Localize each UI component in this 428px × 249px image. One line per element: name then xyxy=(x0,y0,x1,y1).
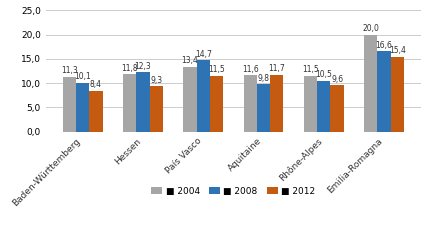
Bar xyxy=(196,60,210,131)
Bar xyxy=(304,76,317,131)
Text: 13,4: 13,4 xyxy=(181,56,199,65)
Text: 20,0: 20,0 xyxy=(363,24,379,33)
Text: 11,7: 11,7 xyxy=(268,64,285,73)
Text: 14,7: 14,7 xyxy=(195,50,212,59)
Text: 10,1: 10,1 xyxy=(74,72,91,81)
Bar xyxy=(123,74,136,131)
Bar xyxy=(244,75,257,131)
Text: 11,6: 11,6 xyxy=(242,65,259,74)
Bar xyxy=(364,35,377,131)
Bar xyxy=(377,51,391,131)
Bar xyxy=(330,85,344,131)
Text: 9,6: 9,6 xyxy=(331,75,343,84)
Text: 12,3: 12,3 xyxy=(134,62,152,70)
Bar xyxy=(76,83,89,131)
Bar xyxy=(270,75,283,131)
Text: 16,6: 16,6 xyxy=(376,41,392,50)
Bar xyxy=(149,86,163,131)
Text: 8,4: 8,4 xyxy=(90,80,102,89)
Bar xyxy=(257,84,270,131)
Text: 11,8: 11,8 xyxy=(122,64,138,73)
Text: 9,3: 9,3 xyxy=(150,76,162,85)
Text: 11,5: 11,5 xyxy=(208,65,225,74)
Bar xyxy=(317,81,330,131)
Bar xyxy=(391,57,404,131)
Bar xyxy=(210,76,223,131)
Bar xyxy=(136,72,149,131)
Bar xyxy=(89,91,103,131)
Bar xyxy=(63,77,76,131)
Text: 9,8: 9,8 xyxy=(258,74,270,83)
Text: 11,5: 11,5 xyxy=(302,65,319,74)
Text: 10,5: 10,5 xyxy=(315,70,332,79)
Text: 15,4: 15,4 xyxy=(389,47,406,56)
Legend: ■ 2004, ■ 2008, ■ 2012: ■ 2004, ■ 2008, ■ 2012 xyxy=(148,184,319,200)
Text: 11,3: 11,3 xyxy=(61,66,78,75)
Bar xyxy=(183,67,196,131)
